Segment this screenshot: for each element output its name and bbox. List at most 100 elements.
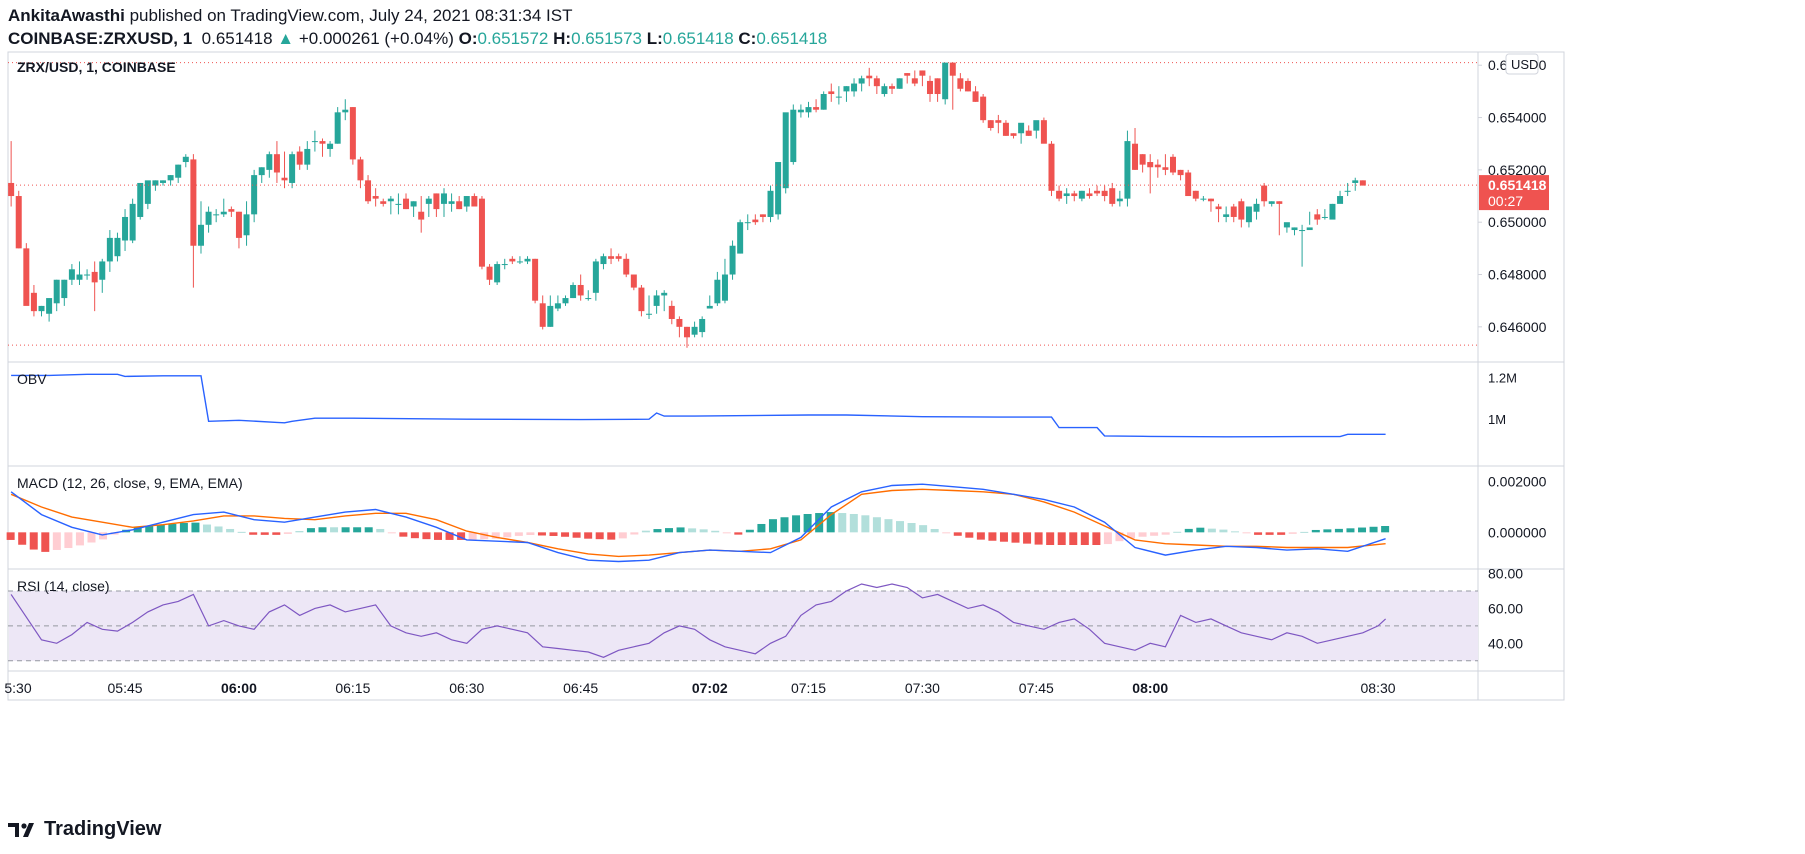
candle-body	[600, 256, 607, 265]
macd-histogram-bar	[1115, 532, 1124, 542]
tradingview-logo[interactable]: TradingView	[8, 818, 161, 841]
candle	[524, 256, 531, 265]
macd-histogram-bar	[757, 523, 766, 533]
candle-body	[319, 141, 326, 144]
candle-body	[1078, 190, 1085, 199]
candle	[911, 70, 918, 87]
low-value: 0.651418	[662, 29, 734, 48]
time-tick-label: 07:02	[692, 680, 728, 696]
macd-histogram-bar	[699, 529, 708, 533]
candle	[1283, 222, 1290, 233]
candle-body	[61, 279, 68, 299]
candle-body	[114, 237, 121, 257]
candle-body	[782, 112, 789, 189]
candle-body	[486, 266, 493, 280]
candle-body	[608, 256, 615, 259]
candle-body	[843, 86, 850, 92]
candle	[1177, 169, 1184, 181]
macd-histogram-bar	[861, 515, 870, 533]
candle	[144, 180, 151, 210]
candle-body	[752, 219, 759, 223]
candle	[349, 107, 356, 165]
candle-body	[1200, 198, 1207, 200]
rsi-tick-label: 60.00	[1488, 600, 1523, 616]
price-pane: 0.6560000.6540000.6520000.6500000.648000…	[8, 53, 1549, 348]
candle-body	[349, 107, 356, 160]
macd-histogram-bar	[364, 527, 373, 533]
candle	[1116, 190, 1123, 207]
candle	[577, 274, 584, 301]
candle	[729, 240, 736, 280]
candle-body	[197, 224, 204, 246]
author-name[interactable]: AnkitaAwasthi	[8, 6, 125, 25]
pane-title-obv: OBV	[17, 371, 47, 387]
candle-body	[1002, 122, 1009, 136]
candle-body	[106, 237, 113, 262]
candle-body	[334, 112, 341, 144]
candle-body	[1207, 198, 1214, 202]
macd-histogram-bar	[1219, 529, 1228, 533]
candle	[30, 284, 37, 317]
macd-histogram-bar	[1127, 532, 1136, 539]
candle	[1253, 198, 1260, 220]
candle-body	[1116, 198, 1123, 202]
macd-histogram-bar	[283, 532, 292, 534]
candle-body	[1276, 201, 1283, 204]
high-label: H:	[553, 29, 572, 48]
macd-histogram-bar	[999, 532, 1008, 542]
candle-body	[380, 201, 387, 204]
candle	[1329, 203, 1336, 220]
candle	[15, 190, 22, 249]
macd-pane: MACD (12, 26, close, 9, EMA, EMA) 0.00200…	[6, 474, 1547, 563]
time-tick-label: 07:15	[791, 680, 826, 696]
candle-body	[463, 196, 470, 207]
chart-canvas[interactable]: 0.6560000.6540000.6520000.6500000.648000…	[0, 0, 1805, 810]
rsi-line	[10, 583, 1387, 658]
candle-body	[1261, 185, 1268, 202]
candle-body	[372, 196, 379, 199]
candle	[706, 295, 713, 309]
candle-body	[934, 78, 941, 95]
candle	[1268, 201, 1275, 207]
candle	[509, 256, 516, 265]
candle-body	[190, 159, 197, 246]
candle	[304, 141, 311, 170]
candle	[1101, 185, 1108, 202]
macd-histogram-bar	[64, 532, 73, 549]
candle-body	[1359, 180, 1366, 186]
symbol-label: COINBASE:ZRXUSD, 1	[8, 29, 193, 48]
candle-body	[1056, 190, 1063, 199]
macd-histogram-bar	[226, 528, 235, 533]
macd-histogram-bar	[1242, 532, 1251, 534]
candle	[759, 214, 766, 223]
macd-histogram-bar	[549, 532, 558, 536]
candle	[843, 86, 850, 102]
macd-histogram-bar	[52, 532, 61, 550]
candle-body	[676, 318, 683, 327]
candle	[775, 162, 782, 220]
candle-body	[851, 83, 858, 92]
candle	[486, 264, 493, 285]
candle	[1321, 209, 1328, 220]
candle-body	[995, 120, 1002, 123]
candle	[1040, 117, 1047, 144]
macd-histogram-bar	[491, 532, 500, 539]
pane-title-rsi: RSI (14, close)	[17, 578, 110, 594]
candle	[342, 99, 349, 121]
candle-body	[1314, 214, 1321, 220]
candle-body	[365, 180, 372, 202]
candle-body	[835, 96, 842, 98]
candle	[1002, 120, 1009, 136]
candle	[828, 83, 835, 102]
candle	[691, 321, 698, 338]
candle	[266, 151, 273, 178]
price-tick-label: 0.648000	[1488, 267, 1547, 283]
candle	[1337, 190, 1344, 204]
macd-histogram-bar	[99, 532, 108, 540]
candle	[1299, 224, 1306, 267]
candle	[896, 78, 903, 89]
candle-body	[160, 180, 167, 183]
time-tick-label: 07:30	[905, 680, 940, 696]
macd-histogram-bar	[272, 532, 281, 535]
macd-histogram-bar	[214, 526, 223, 533]
